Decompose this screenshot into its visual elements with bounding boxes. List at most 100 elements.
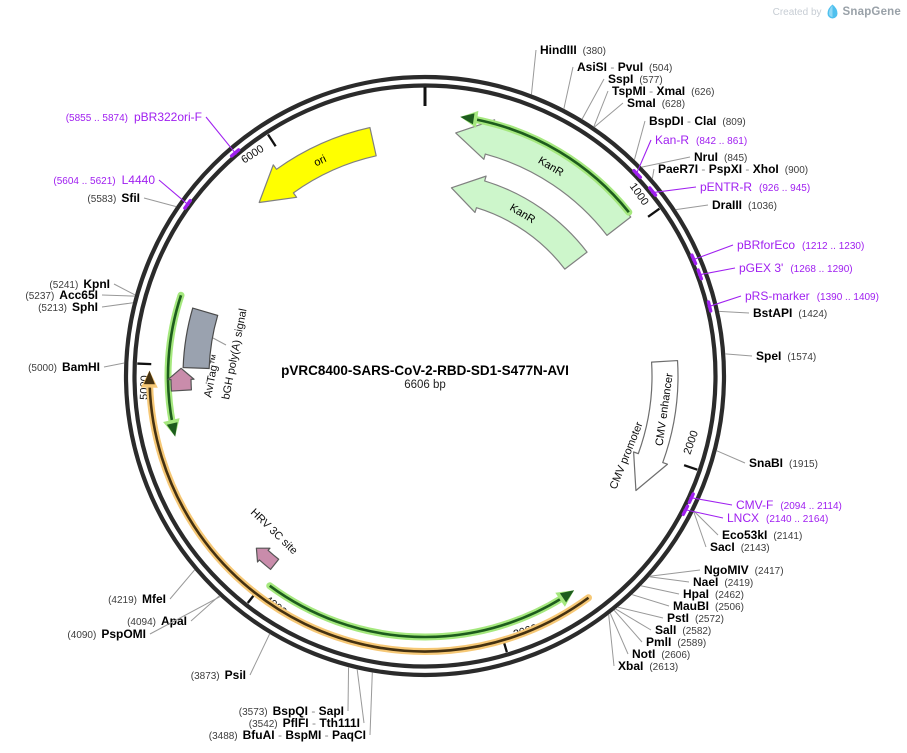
site-leader-ngomiv <box>649 569 701 577</box>
primer-cmv-f: CMV-F (2094 .. 2114) <box>687 492 842 512</box>
site-label-noti[interactable]: NotI (2606) <box>632 647 690 661</box>
site-label-hindiii[interactable]: HindIII (380) <box>540 43 606 57</box>
site-label-sphi[interactable]: (5213) SphI <box>38 300 98 314</box>
site-label-naei[interactable]: NaeI (2419) <box>693 575 753 589</box>
feature-shape-ori[interactable] <box>258 126 377 204</box>
feature-hrv3c-arrow[interactable] <box>255 547 280 571</box>
primer-label-l4440[interactable]: (5604 .. 5621) L4440 <box>53 173 155 187</box>
site-label-eco53ki[interactable]: Eco53kI (2141) <box>722 528 802 542</box>
site-label-snabi[interactable]: SnaBI (1915) <box>749 456 818 470</box>
site-label-saci[interactable]: SacI (2143) <box>710 540 770 554</box>
feature-kanr-inner[interactable]: KanR <box>450 175 588 270</box>
feature-cmv-enhancer[interactable]: CMV enhancer <box>633 359 679 492</box>
feature-green-cds-arc-bottom[interactable] <box>266 582 575 641</box>
site-label-pflfi-tth111i[interactable]: (3542) PflFI - Tth111I <box>249 716 360 730</box>
snapgene-credit: Created by SnapGene <box>773 4 901 20</box>
primer-label-pbrforeco[interactable]: pBRforEco (1212 .. 1230) <box>737 238 864 252</box>
feature-shape-hrv3c-arrow[interactable] <box>255 547 280 571</box>
site-snabi: SnaBI (1915) <box>716 450 818 470</box>
primer-tick-kan-r <box>632 168 643 180</box>
site-leader-nrui <box>641 156 691 168</box>
bgh-label-leader <box>212 337 227 346</box>
site-leader-saci <box>693 511 707 548</box>
primer-label-prs-marker[interactable]: pRS-marker (1390 .. 1409) <box>745 289 879 303</box>
site-leader-bstapi <box>718 310 750 314</box>
site-label-maubi[interactable]: MauBI (2506) <box>673 599 744 613</box>
site-label-tspmi-xmai[interactable]: TspMI - XmaI (626) <box>612 84 715 98</box>
site-label-psti[interactable]: PstI (2572) <box>667 611 724 625</box>
primer-pentr-r: pENTR-R (926 .. 945) <box>648 180 810 197</box>
site-leader-pflfi-tth111i <box>356 669 365 724</box>
site-leader-kpni <box>113 283 136 296</box>
site-label-kpni[interactable]: (5241) KpnI <box>49 277 110 291</box>
site-xbai: XbaI (2613) <box>608 614 678 673</box>
site-label-ngomiv[interactable]: NgoMIV (2417) <box>704 563 784 577</box>
site-label-draiii[interactable]: DraIII (1036) <box>712 198 777 212</box>
primer-label-pentr-r[interactable]: pENTR-R (926 .. 945) <box>700 180 810 194</box>
site-label-apai[interactable]: (4094)ApaI <box>127 614 187 628</box>
primer-leader-pbr322ori-f <box>205 116 237 155</box>
tick-label-2000: 2000 <box>682 429 701 456</box>
site-leader-sspi <box>581 78 605 120</box>
site-leader-mfei <box>169 569 196 600</box>
site-label-psii[interactable]: (3873) PsiI <box>191 668 246 682</box>
primer-label-pbr322ori-f[interactable]: (5855 .. 5874) pBR322ori-F <box>66 110 202 124</box>
site-label-bfuai-bspmi-paqci[interactable]: (3488) BfuAI - BspMI - PaqCI <box>209 728 366 742</box>
feature-shape-avitag-arrow[interactable] <box>167 367 195 392</box>
site-label-pspomi[interactable]: (4090) PspOMI <box>67 627 146 641</box>
site-label-mfei[interactable]: (4219) MfeI <box>108 592 166 606</box>
feature-shape-kanr-inner[interactable] <box>450 175 588 270</box>
feature-kanr-outer[interactable]: KanR <box>455 119 632 236</box>
hrv3c-label[interactable]: HRV 3C site <box>248 507 300 558</box>
feature-cds-arrow-top[interactable] <box>460 110 633 216</box>
feature-bgh-polya-box[interactable] <box>182 307 219 370</box>
feature-halo-orange-cds-arc <box>146 381 592 655</box>
site-label-spei[interactable]: SpeI (1574) <box>756 349 816 363</box>
site-label-bspqi-sapi[interactable]: (3573) BspQI - SapI <box>239 704 344 718</box>
site-mfei: (4219) MfeI <box>108 569 196 606</box>
site-label-pmli[interactable]: PmlI (2589) <box>646 635 706 649</box>
feature-avitag-arrow[interactable] <box>167 367 195 392</box>
primer-prs-marker: pRS-marker (1390 .. 1409) <box>706 289 879 313</box>
primer-label-pgex-3-[interactable]: pGEX 3' (1268 .. 1290) <box>739 261 853 275</box>
feature-green-cds-arc-left[interactable] <box>163 291 185 437</box>
site-label-sali[interactable]: SalI (2582) <box>655 623 711 637</box>
feature-orange-cds-arc[interactable] <box>140 370 592 655</box>
site-kpni: (5241) KpnI <box>49 277 136 296</box>
primer-pbr322ori-f: (5855 .. 5874) pBR322ori-F <box>66 110 241 158</box>
site-leader-xbai <box>608 614 615 667</box>
site-label-xbai[interactable]: XbaI (2613) <box>618 659 678 673</box>
site-leader-sphi <box>101 302 134 308</box>
site-label-nrui[interactable]: NruI (845) <box>694 150 747 164</box>
site-leader-bamhi <box>103 362 125 368</box>
primer-label-lncx[interactable]: LNCX (2140 .. 2164) <box>727 511 828 525</box>
site-maubi: MauBI (2506) <box>631 594 744 613</box>
snapgene-logo-icon <box>827 4 838 19</box>
plasmid-backbone-ring-inner <box>132 83 718 669</box>
site-leader-hpai <box>640 585 680 595</box>
feature-shape-cmv-enhancer[interactable] <box>633 359 679 492</box>
site-label-bamhi[interactable]: (5000) BamHI <box>28 360 100 374</box>
site-label-hpai[interactable]: HpaI (2462) <box>683 587 744 601</box>
site-leader-eco53ki <box>693 510 719 536</box>
plasmid-length: 6606 bp <box>404 379 446 391</box>
site-label-sfii[interactable]: (5583) SfiI <box>87 191 140 205</box>
site-eco53ki: Eco53kI (2141) <box>693 510 802 542</box>
primer-label-cmv-f[interactable]: CMV-F (2094 .. 2114) <box>736 498 842 512</box>
site-label-paer7i-pspxi-xhoi[interactable]: PaeR7I - PspXI - XhoI (900) <box>658 162 808 176</box>
site-label-acc65i[interactable]: (5237) Acc65I <box>25 288 98 302</box>
site-label-asisi-pvui[interactable]: AsiSI - PvuI (504) <box>577 60 672 74</box>
feature-core-green-cds-arc-bottom <box>268 584 564 639</box>
site-tspmi-xmai: TspMI - XmaI (626) <box>593 84 715 127</box>
primer-label-kan-r[interactable]: Kan-R (842 .. 861) <box>655 133 747 147</box>
site-leader-maubi <box>631 594 670 607</box>
site-label-bstapi[interactable]: BstAPI (1424) <box>753 306 827 320</box>
bgh-polya-label[interactable]: bGH poly(A) signal <box>220 308 249 401</box>
site-label-bspdi-clai[interactable]: BspDI - ClaI (809) <box>649 114 746 128</box>
site-label-sspi[interactable]: SspI (577) <box>608 72 663 86</box>
primer-leader-cmv-f <box>689 496 733 506</box>
primer-tick-pentr-r <box>648 186 658 197</box>
feature-ori[interactable]: ori <box>258 126 377 204</box>
site-label-smai[interactable]: SmaI (628) <box>627 96 685 110</box>
